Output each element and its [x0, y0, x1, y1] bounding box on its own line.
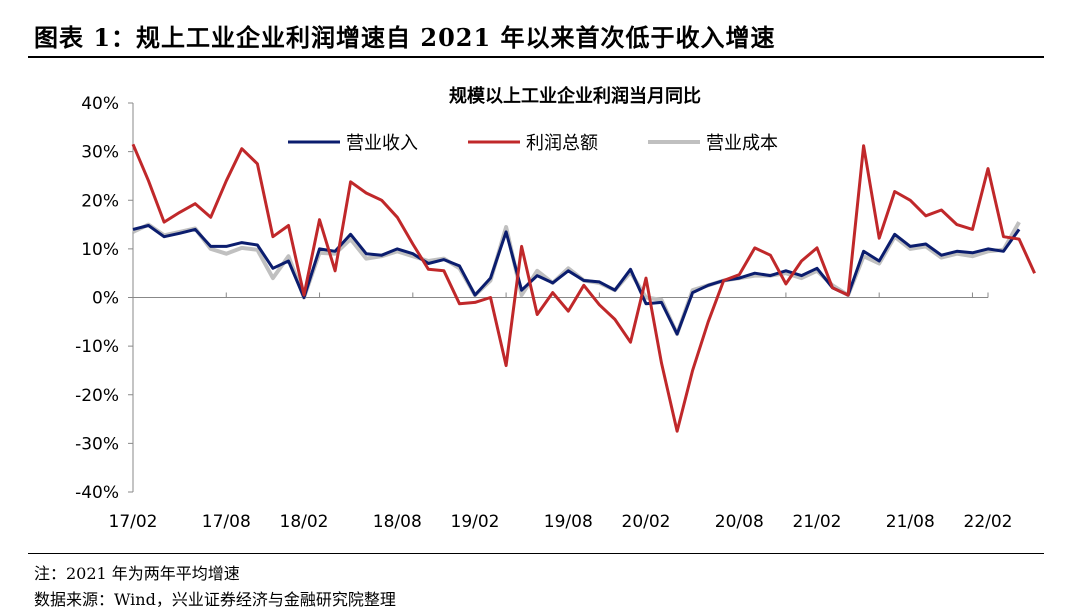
series-line-1 [132, 224, 1021, 336]
x-tick-label: 21/08 [886, 512, 935, 532]
x-tick-label: 20/02 [622, 512, 671, 532]
x-tick-label: 22/02 [964, 512, 1013, 532]
legend-label: 利润总额 [526, 133, 598, 154]
y-tick-label: -30% [75, 434, 119, 454]
title-rule [28, 56, 1044, 58]
x-tick-label: 19/08 [544, 512, 593, 532]
x-tick-label: 20/08 [715, 512, 764, 532]
x-tick-label: 17/08 [202, 512, 251, 532]
x-tick-label: 18/08 [373, 512, 422, 532]
footer-rule [28, 553, 1044, 554]
y-tick-label: 40% [81, 94, 119, 114]
x-tick-label: 18/02 [280, 512, 329, 532]
y-tick-label: -40% [75, 483, 119, 503]
series-line-2 [131, 143, 1036, 433]
legend-label: 营业收入 [346, 133, 418, 154]
x-tick-label: 21/02 [793, 512, 842, 532]
y-tick-label: 0% [92, 289, 119, 309]
figure-title: 图表 1：规上工业企业利润增速自 2021 年以来首次低于收入增速 [34, 23, 776, 52]
x-tick-label: 19/02 [451, 512, 500, 532]
chart-note: 注：2021 年为两年平均增速 [34, 564, 240, 583]
series-line-3 [132, 221, 1021, 336]
legend-label: 营业成本 [706, 133, 778, 154]
data-source: 数据来源：Wind，兴业证券经济与金融研究院整理 [34, 590, 396, 609]
y-tick-label: 20% [81, 191, 119, 211]
y-tick-label: -20% [75, 386, 119, 406]
y-tick-label: 10% [81, 240, 119, 260]
y-tick-label: -10% [75, 337, 119, 357]
x-tick-label: 17/02 [109, 512, 158, 532]
chart-title: 规模以上工业企业利润当月同比 [449, 86, 701, 107]
y-tick-label: 30% [81, 143, 119, 163]
